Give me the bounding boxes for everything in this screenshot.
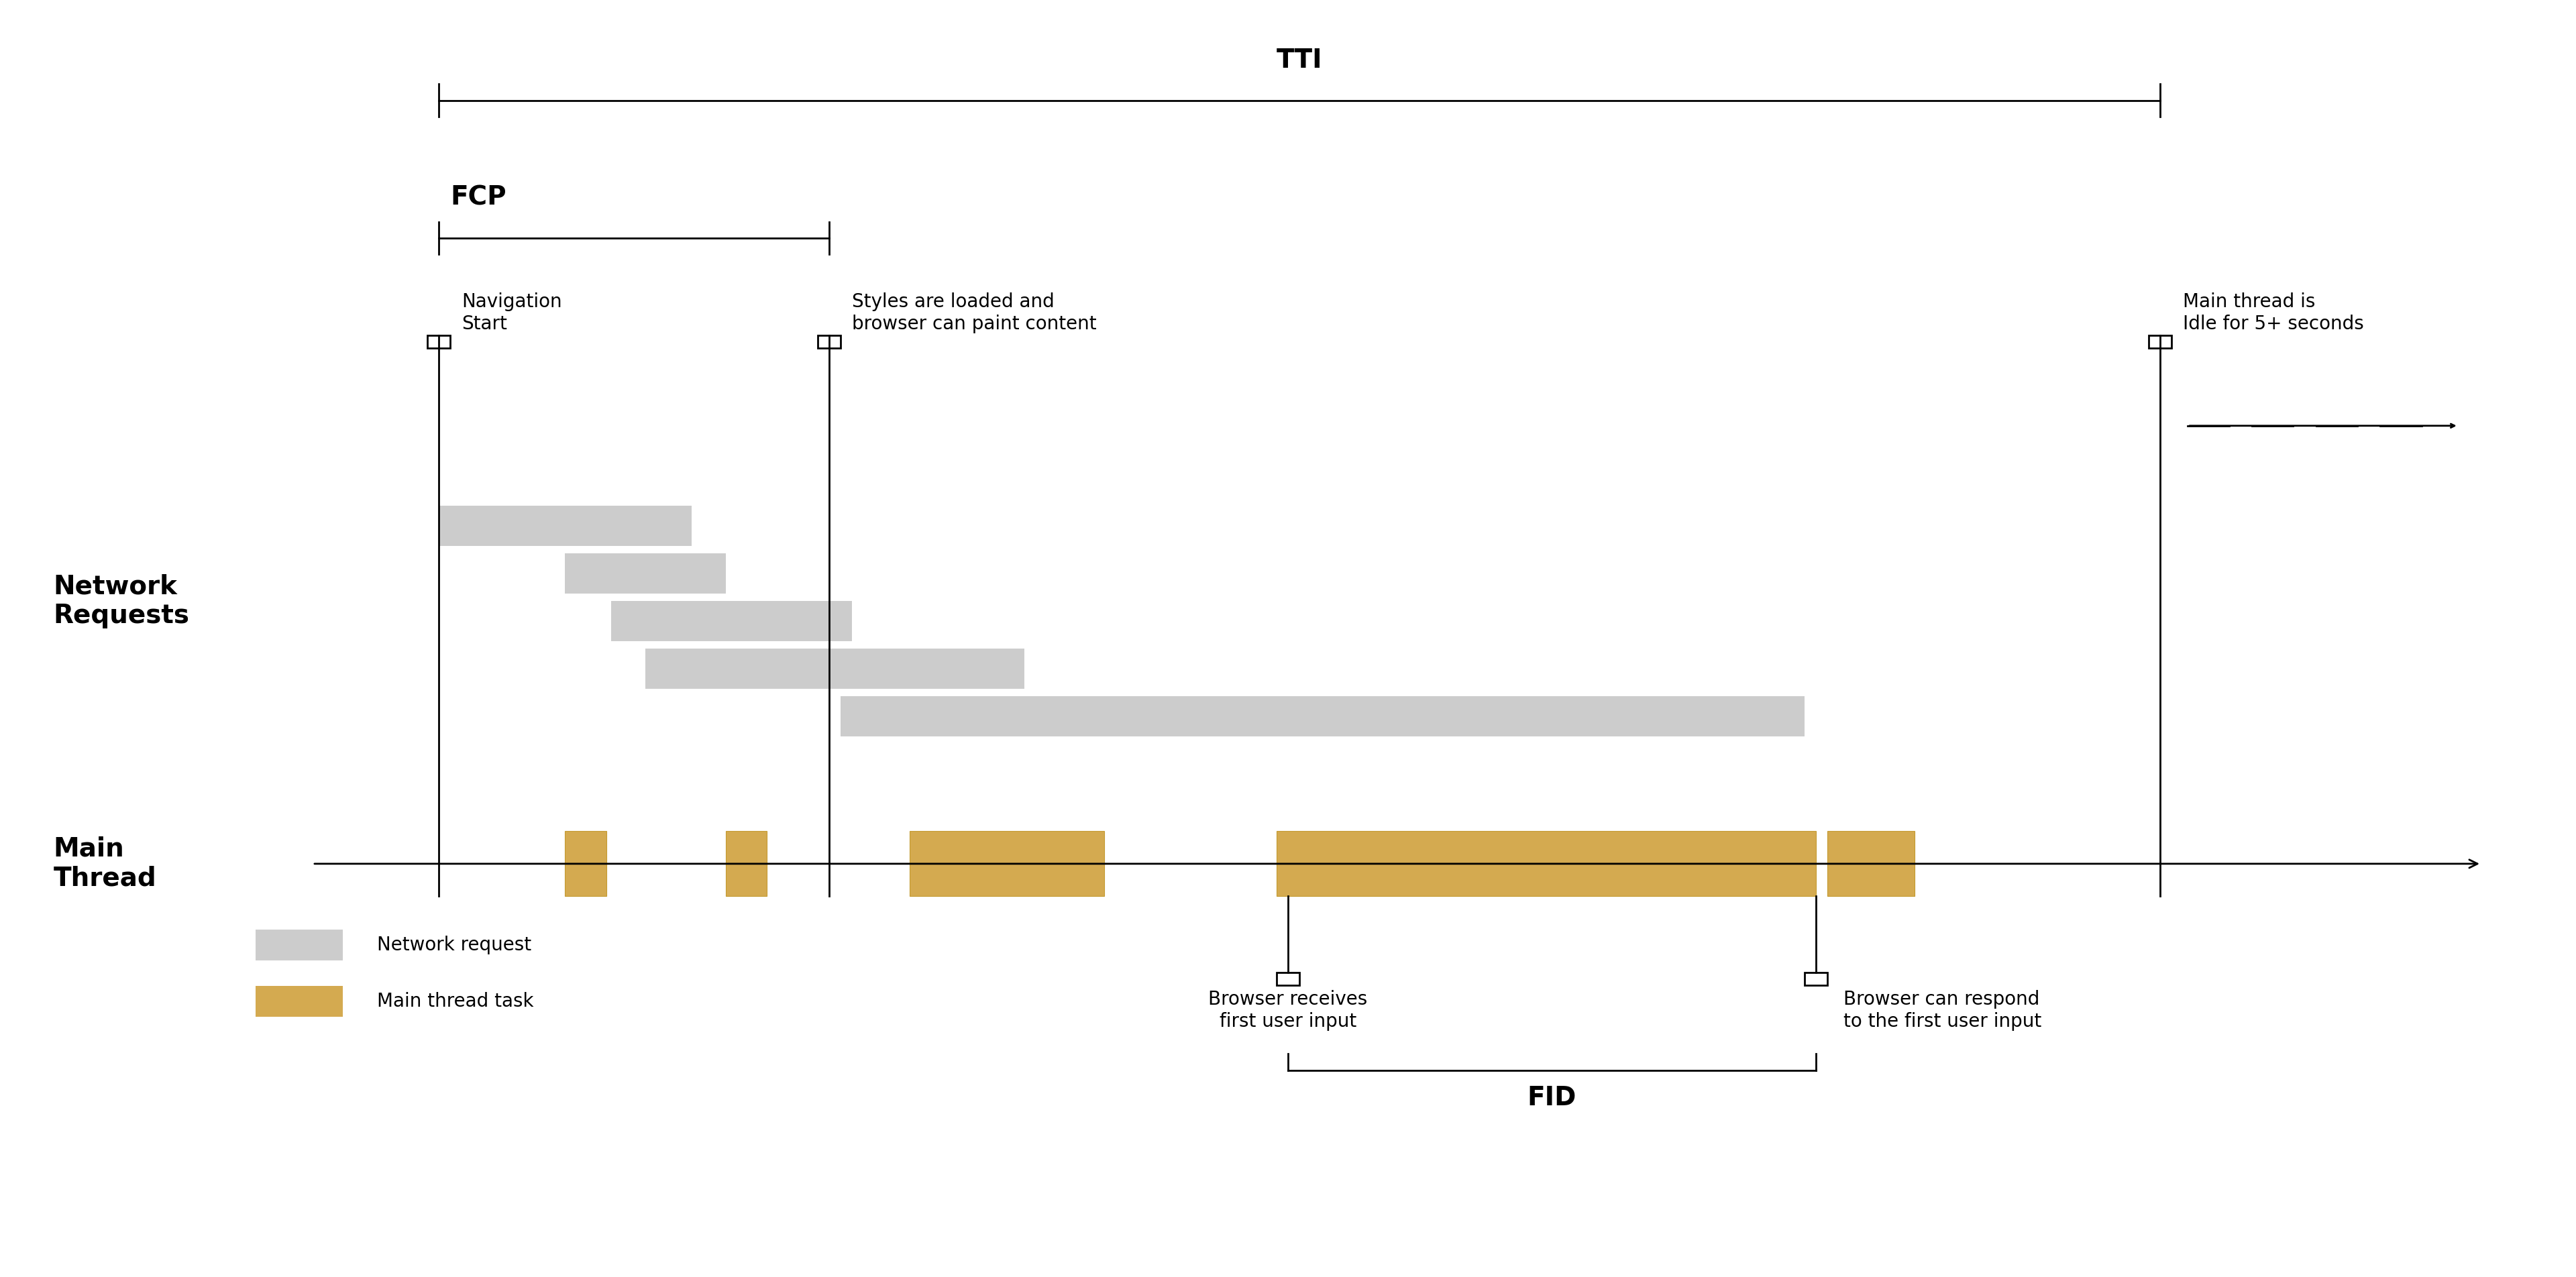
Bar [726, 831, 768, 896]
Text: Browser receives
first user input: Browser receives first user input [1208, 990, 1368, 1031]
Bar [255, 986, 343, 1016]
Bar [255, 930, 343, 960]
Text: Main thread task: Main thread task [376, 992, 533, 1011]
Text: TTI: TTI [1278, 47, 1321, 73]
Bar [647, 649, 1025, 688]
Bar [564, 831, 605, 896]
Bar [438, 506, 690, 545]
Text: FID: FID [1528, 1085, 1577, 1111]
Text: Navigation
Start: Navigation Start [461, 292, 562, 333]
Text: FCP: FCP [451, 185, 507, 211]
Text: Network
Requests: Network Requests [54, 573, 191, 628]
Text: Styles are loaded and
browser can paint content: Styles are loaded and browser can paint … [853, 292, 1097, 333]
Bar [564, 553, 726, 594]
Bar [909, 831, 1105, 896]
Bar [840, 696, 1803, 736]
Bar [817, 336, 840, 349]
Bar [1278, 973, 1298, 985]
Bar [2148, 336, 2172, 349]
Bar [1826, 831, 1914, 896]
Text: Network request: Network request [376, 936, 531, 954]
Bar [428, 336, 451, 349]
Text: Main thread is
Idle for 5+ seconds: Main thread is Idle for 5+ seconds [2182, 292, 2365, 333]
Bar [1803, 973, 1826, 985]
Text: Browser can respond
to the first user input: Browser can respond to the first user in… [1844, 990, 2040, 1031]
Bar [611, 601, 853, 641]
Text: Main
Thread: Main Thread [54, 836, 157, 891]
Bar [1278, 831, 1816, 896]
